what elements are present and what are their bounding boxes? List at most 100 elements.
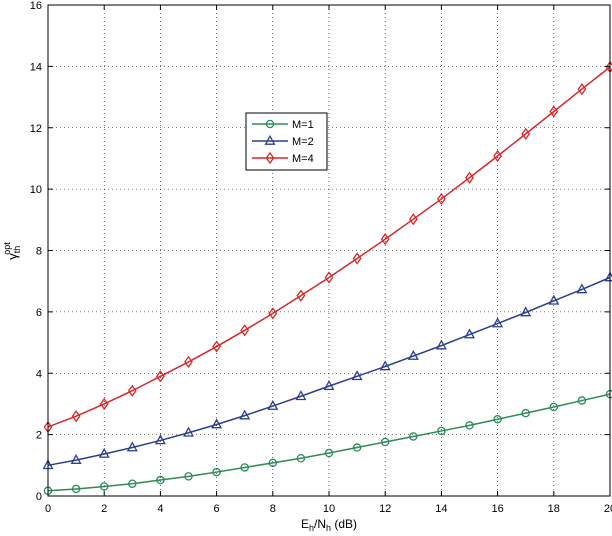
x-tick-label: 18 [548,503,560,515]
data-point-triangle [267,399,279,410]
grid-lines [48,5,610,496]
series-line [47,66,611,428]
data-point-circle [296,454,306,463]
data-point-triangle [464,328,475,339]
x-tick-label: 4 [157,503,163,515]
data-point-diamond [71,410,81,423]
data-point-triangle [211,418,223,429]
x-tick-label: 6 [214,503,220,515]
data-point-diamond [212,340,222,353]
data-point-diamond [380,233,390,246]
data-point-triangle [548,294,560,305]
data-point-diamond [465,171,474,184]
data-point-diamond [493,149,503,163]
data-point-triangle [492,317,504,328]
y-axis-label-main: γ [5,253,20,260]
x-axis-label-sub2: h [326,523,331,533]
data-point-triangle [379,360,391,371]
data-point-triangle [407,349,419,360]
data-point-circle [128,479,137,488]
data-point-triangle [576,283,588,294]
data-point-diamond [549,105,559,118]
axis-ticks: 0 2 4 6 8 10 12 14 16 18 20 0 2 4 6 8 10 12 14 16 [30,0,612,515]
data-point-circle [324,448,334,458]
y-axis-label-sub: th [12,246,22,254]
x-axis-label-sub1: h [309,523,314,533]
x-tick-label: 2 [101,503,107,515]
data-point-diamond [521,127,531,140]
legend-entry: M=2 [252,134,314,148]
data-point-diamond [155,370,165,383]
legend-marker-triangle [264,134,276,145]
legend-entry: M=1 [252,119,314,131]
data-point-triangle [239,409,251,420]
data-point-diamond [352,252,362,265]
legend: M=1 M=2 M=4 [245,112,328,171]
data-point-diamond [127,384,137,397]
x-tick-label: 8 [270,503,276,515]
data-point-triangle [295,390,307,401]
data-point-circle [549,402,559,412]
data-point-circle [352,443,362,452]
series-m-4 [43,60,612,434]
data-point-diamond [99,397,109,411]
data-point-diamond [324,271,334,284]
data-point-diamond [268,307,278,320]
data-point-triangle [98,447,110,458]
series-line [47,393,611,492]
data-point-triangle [70,453,82,464]
data-point-circle [577,396,587,405]
data-point-diamond [408,213,418,226]
legend-marker-circle [265,119,275,129]
data-point-diamond [296,289,306,302]
series-m-1 [43,389,612,496]
data-point-circle [212,467,221,477]
x-tick-label: 20 [604,503,612,515]
data-point-circle [240,463,249,472]
y-tick-label: 16 [30,0,42,12]
y-tick-label: 2 [36,430,42,442]
legend-entry: M=4 [252,151,314,165]
data-point-circle [71,484,81,494]
x-axis-label: Eh/Nh (dB) [301,517,357,533]
x-tick-label: 12 [379,503,391,515]
data-point-circle [380,437,390,447]
data-point-circle [521,408,530,418]
series-layer [42,60,612,496]
data-point-circle [156,475,165,485]
y-tick-label: 4 [36,368,42,380]
data-point-diamond [184,355,193,369]
y-axis-label: γthopt [2,242,22,260]
data-point-circle [99,482,109,491]
legend-label: M=2 [292,136,314,148]
x-tick-label: 10 [323,503,335,515]
data-point-triangle [351,370,363,381]
y-tick-label: 10 [30,184,42,196]
data-point-triangle [154,434,166,445]
y-tick-label: 0 [36,491,42,503]
data-point-circle [268,458,278,468]
y-tick-label: 6 [36,307,42,319]
series-line [47,276,611,467]
legend-label: M=1 [292,119,314,131]
data-point-circle [184,472,193,481]
x-axis-label-main: E [301,517,309,531]
data-point-triangle [435,339,447,350]
data-point-diamond [240,324,250,337]
legend-label: M=4 [292,153,314,165]
data-point-diamond [436,192,446,206]
data-point-diamond [577,82,587,96]
data-point-circle [493,415,502,424]
data-point-triangle [126,441,138,452]
data-point-triangle [183,426,194,437]
data-point-triangle [323,379,335,390]
y-tick-label: 14 [30,61,42,73]
x-tick-label: 0 [45,503,51,515]
data-point-circle [437,426,446,436]
x-axis-label-tail: (dB) [331,517,357,531]
data-point-circle [465,421,474,430]
data-point-triangle [520,306,532,317]
data-point-circle [409,432,418,441]
x-tick-label: 14 [435,503,447,515]
